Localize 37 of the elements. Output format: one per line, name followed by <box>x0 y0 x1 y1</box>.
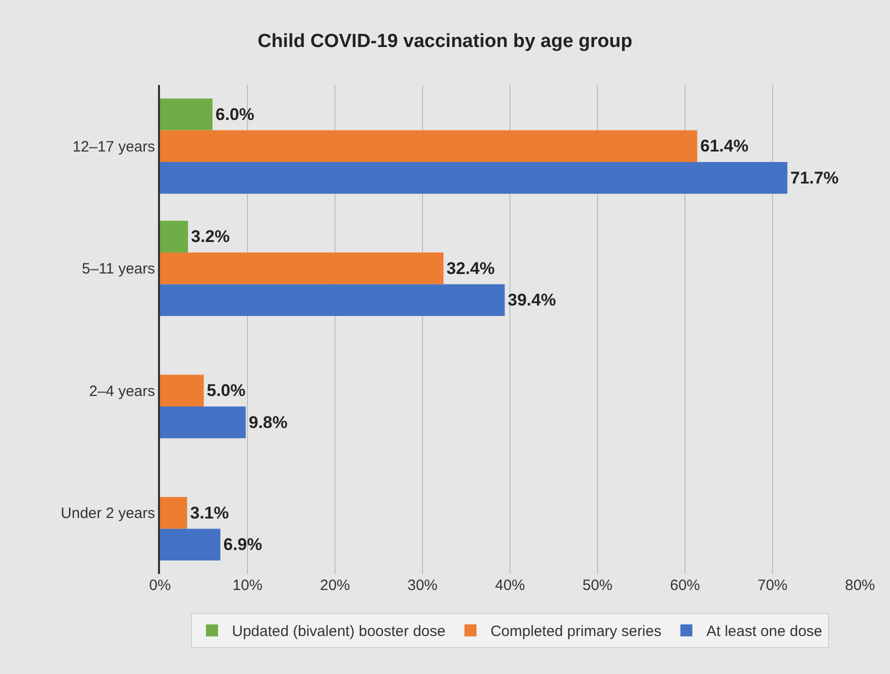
y-tick-label: 12–17 years <box>72 138 155 156</box>
bar <box>160 406 246 438</box>
bar <box>160 130 698 162</box>
x-tick-label: 0% <box>149 577 171 594</box>
data-label: 6.0% <box>216 104 254 124</box>
legend-label: Updated (bivalent) booster dose <box>232 623 446 640</box>
data-label: 3.2% <box>191 227 230 246</box>
x-tick-label: 80% <box>844 577 876 594</box>
bar <box>160 374 204 407</box>
bar <box>160 162 788 194</box>
x-tick-label: 30% <box>407 577 438 594</box>
x-tick-label: 10% <box>232 577 263 594</box>
y-tick-label: 5–11 years <box>82 260 155 278</box>
legend-label: Completed primary series <box>490 623 662 640</box>
data-label: 32.4% <box>446 258 495 278</box>
x-tick-label: 60% <box>670 577 700 594</box>
x-tick-label: 20% <box>320 577 350 594</box>
legend-label: At least one dose <box>706 623 822 640</box>
bar <box>160 496 188 529</box>
y-tick-label: Under 2 years <box>60 505 155 522</box>
data-label: 39.4% <box>508 290 556 310</box>
data-label: 3.1% <box>190 503 229 522</box>
data-label: 61.4% <box>700 136 748 156</box>
data-label: 6.9% <box>223 535 262 554</box>
bar <box>160 284 505 316</box>
bar <box>160 252 444 284</box>
data-label: 9.8% <box>248 412 288 432</box>
data-label: 5.0% <box>206 381 246 400</box>
chart-title: Child COVID-19 vaccination by age group <box>258 31 632 52</box>
bar <box>160 528 220 561</box>
x-tick-label: 50% <box>582 577 613 594</box>
x-tick-label: 40% <box>494 577 526 594</box>
bar <box>160 220 188 252</box>
data-label: 71.7% <box>790 168 839 188</box>
y-tick-label: 2–4 years <box>89 382 155 400</box>
bar <box>160 98 212 130</box>
x-tick-label: 70% <box>757 577 788 594</box>
